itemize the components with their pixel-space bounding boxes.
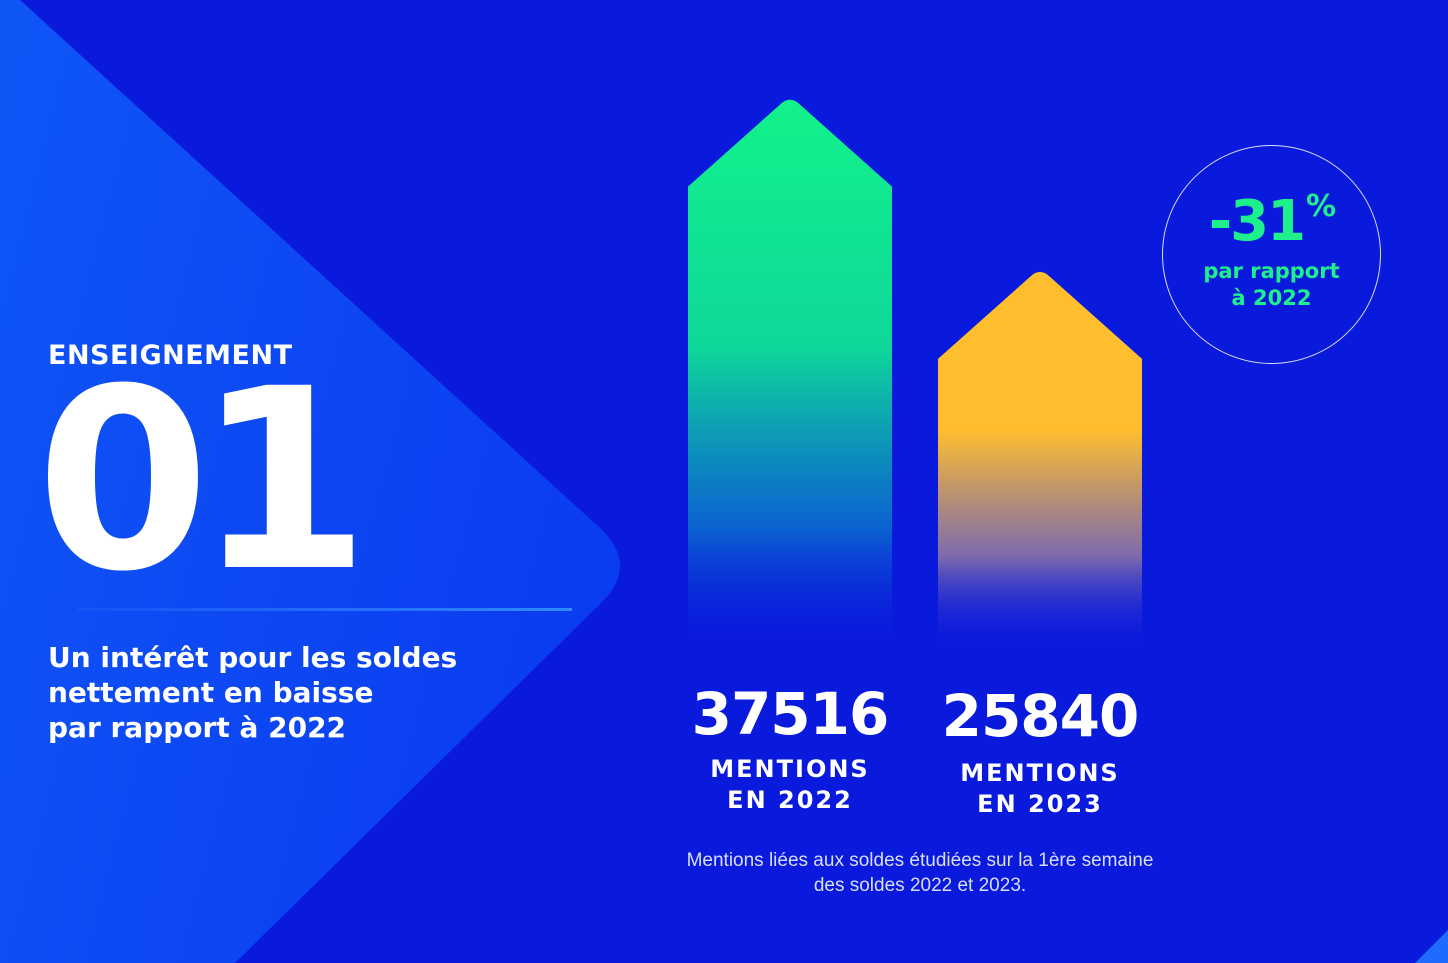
caption-2022-line-1: MENTIONS <box>710 755 870 783</box>
headline: Un intérêt pour les soldes nettement en … <box>48 640 518 745</box>
divider <box>78 608 572 611</box>
headline-line-2: nettement en baisse <box>48 676 374 709</box>
bar-2022 <box>688 99 892 651</box>
caption-2023-line-1: MENTIONS <box>960 759 1120 787</box>
footnote-line-1: Mentions liées aux soldes étudiées sur l… <box>686 850 1154 871</box>
change-label: par rapport à 2022 <box>1163 258 1380 312</box>
headline-line-1: Un intérêt pour les soldes <box>48 641 458 674</box>
value-label-2022: 37516 <box>691 680 890 748</box>
change-label-line-1: par rapport <box>1203 259 1340 283</box>
bar-2023 <box>938 271 1142 650</box>
change-number: -31 <box>1208 189 1306 254</box>
change-unit: % <box>1306 189 1336 224</box>
category-caption-2023: MENTIONS EN 2023 <box>890 758 1190 820</box>
triangle-panel <box>0 0 620 963</box>
change-label-line-2: à 2022 <box>1231 286 1312 310</box>
section-number: 01 <box>36 335 370 626</box>
value-label-2023: 25840 <box>941 682 1140 750</box>
headline-line-3: par rapport à 2022 <box>48 711 347 744</box>
caption-2023-line-2: EN 2023 <box>977 790 1103 818</box>
section-kicker: ENSEIGNEMENT <box>48 340 293 371</box>
change-badge: -31% par rapport à 2022 <box>1162 145 1381 364</box>
footnote-line-2: des soldes 2022 et 2023. <box>813 875 1027 896</box>
corner-accent <box>1415 930 1448 963</box>
change-value: -31% <box>1163 192 1380 250</box>
caption-2022-line-2: EN 2022 <box>727 786 853 814</box>
category-caption-2022: MENTIONS EN 2022 <box>640 754 940 816</box>
footnote: Mentions liées aux soldes étudiées sur l… <box>560 848 1280 898</box>
